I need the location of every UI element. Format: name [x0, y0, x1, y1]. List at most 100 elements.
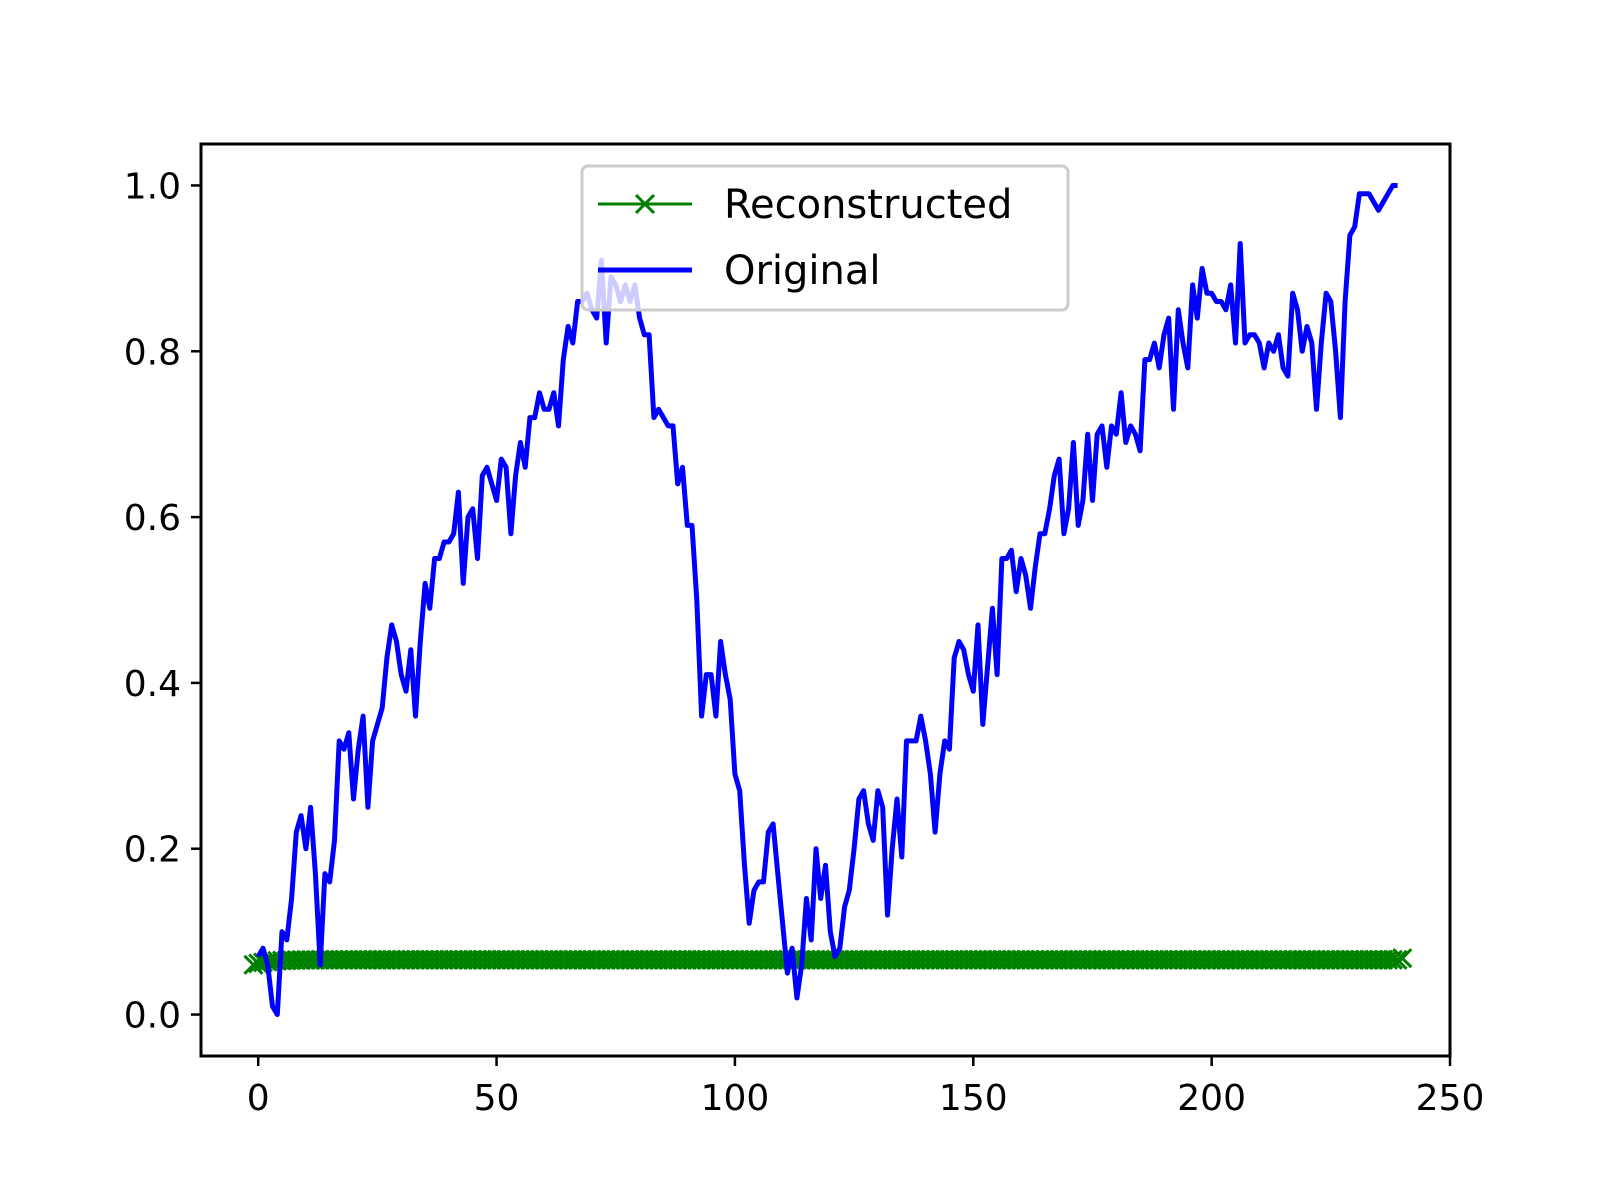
reconstructed-point — [643, 949, 664, 970]
reconstructed-point — [972, 949, 993, 970]
reconstructed-point — [901, 949, 922, 970]
reconstructed-point — [1020, 949, 1041, 970]
reconstructed-point — [720, 949, 741, 970]
reconstructed-point — [1258, 949, 1279, 970]
x-tick-label: 250 — [1416, 1078, 1485, 1119]
reconstructed-point — [739, 949, 760, 970]
reconstructed-point — [1149, 949, 1170, 970]
reconstructed-point — [434, 949, 455, 970]
reconstructed-point — [763, 949, 784, 970]
reconstructed-point — [324, 949, 345, 970]
reconstructed-point — [1358, 949, 1380, 970]
reconstructed-point — [410, 949, 431, 970]
reconstructed-point — [362, 949, 383, 970]
reconstructed-point — [1196, 949, 1217, 970]
reconstructed-point — [491, 949, 512, 970]
reconstructed-point — [1263, 949, 1284, 970]
reconstructed-point — [1330, 949, 1351, 970]
reconstructed-point — [1125, 949, 1146, 970]
reconstructed-point — [886, 949, 908, 970]
reconstructed-point — [1320, 949, 1341, 970]
x-tick-label: 0 — [247, 1078, 270, 1119]
y-tick-label: 0.0 — [124, 996, 181, 1037]
reconstructed-point — [543, 949, 564, 970]
reconstructed-point — [1277, 949, 1298, 970]
reconstructed-point — [1282, 949, 1303, 970]
legend-original-label: Original — [724, 248, 881, 294]
reconstructed-point — [705, 949, 726, 970]
reconstructed-point — [1306, 949, 1327, 970]
reconstructed-point — [476, 949, 498, 970]
reconstructed-point — [519, 949, 540, 970]
reconstructed-point — [1010, 949, 1032, 970]
reconstructed-point — [1325, 949, 1346, 970]
series-layer — [243, 183, 1413, 1017]
reconstructed-point — [591, 949, 612, 970]
reconstructed-point — [1120, 949, 1141, 970]
reconstructed-point — [1292, 949, 1313, 970]
reconstructed-point — [1301, 949, 1322, 970]
reconstructed-point — [1139, 949, 1160, 970]
reconstructed-point — [1239, 949, 1260, 970]
reconstructed-point — [600, 949, 622, 970]
reconstructed-point — [948, 949, 970, 970]
reconstructed-point — [724, 949, 745, 970]
reconstructed-point — [929, 949, 950, 970]
legend-box — [580, 164, 1070, 312]
legend-reconstructed-marker — [634, 193, 656, 215]
reconstructed-point — [400, 949, 421, 970]
reconstructed-point — [419, 949, 440, 970]
reconstructed-point — [286, 950, 307, 971]
reconstructed-point — [1296, 949, 1318, 970]
reconstructed-point — [1354, 949, 1375, 970]
reconstructed-point — [639, 949, 660, 970]
reconstructed-point — [896, 949, 917, 970]
reconstructed-point — [319, 949, 340, 970]
reconstructed-point — [414, 949, 436, 970]
reconstructed-point — [701, 949, 722, 970]
reconstructed-point — [329, 949, 350, 970]
reconstructed-point — [939, 949, 960, 970]
reconstructed-point — [619, 949, 641, 970]
reconstructed-point — [1211, 949, 1232, 970]
reconstructed-point — [672, 949, 693, 970]
x-tick-label: 150 — [939, 1078, 1008, 1119]
reconstructed-point — [958, 949, 979, 970]
reconstructed-point — [996, 949, 1017, 970]
reconstructed-point — [1049, 949, 1070, 970]
reconstructed-point — [662, 949, 684, 970]
x-tick-label: 200 — [1177, 1078, 1246, 1119]
reconstructed-point — [891, 949, 912, 970]
reconstructed-point — [510, 949, 531, 970]
reconstructed-point — [839, 949, 860, 970]
y-tick-label: 0.6 — [124, 498, 181, 539]
reconstructed-point — [977, 949, 998, 970]
reconstructed-point — [1349, 949, 1370, 970]
reconstructed-point — [1053, 949, 1074, 970]
reconstructed-point — [1096, 949, 1117, 970]
reconstructed-point — [605, 949, 626, 970]
reconstructed-point — [910, 949, 931, 970]
reconstructed-point — [1177, 949, 1198, 970]
original-line — [256, 183, 1398, 1017]
reconstructed-point — [677, 949, 698, 970]
reconstructed-point — [1091, 949, 1113, 970]
reconstructed-point — [1134, 949, 1155, 970]
reconstructed-point — [1230, 949, 1251, 970]
reconstructed-point — [395, 949, 417, 970]
reconstructed-point — [343, 949, 364, 970]
reconstructed-point — [925, 949, 946, 970]
reconstructed-point — [1244, 949, 1265, 970]
reconstructed-point — [1387, 949, 1408, 970]
reconstructed-point — [872, 949, 893, 970]
reconstructed-point — [500, 949, 521, 970]
reconstructed-point — [1392, 948, 1413, 969]
y-tick-label: 0.4 — [124, 664, 181, 705]
reconstructed-point — [1254, 949, 1275, 970]
reconstructed-point — [667, 949, 688, 970]
reconstructed-point — [1187, 949, 1208, 970]
reconstructed-point — [515, 949, 536, 970]
reconstructed-point — [920, 949, 941, 970]
reconstructed-point — [1063, 949, 1084, 970]
reconstructed-point — [553, 949, 574, 970]
